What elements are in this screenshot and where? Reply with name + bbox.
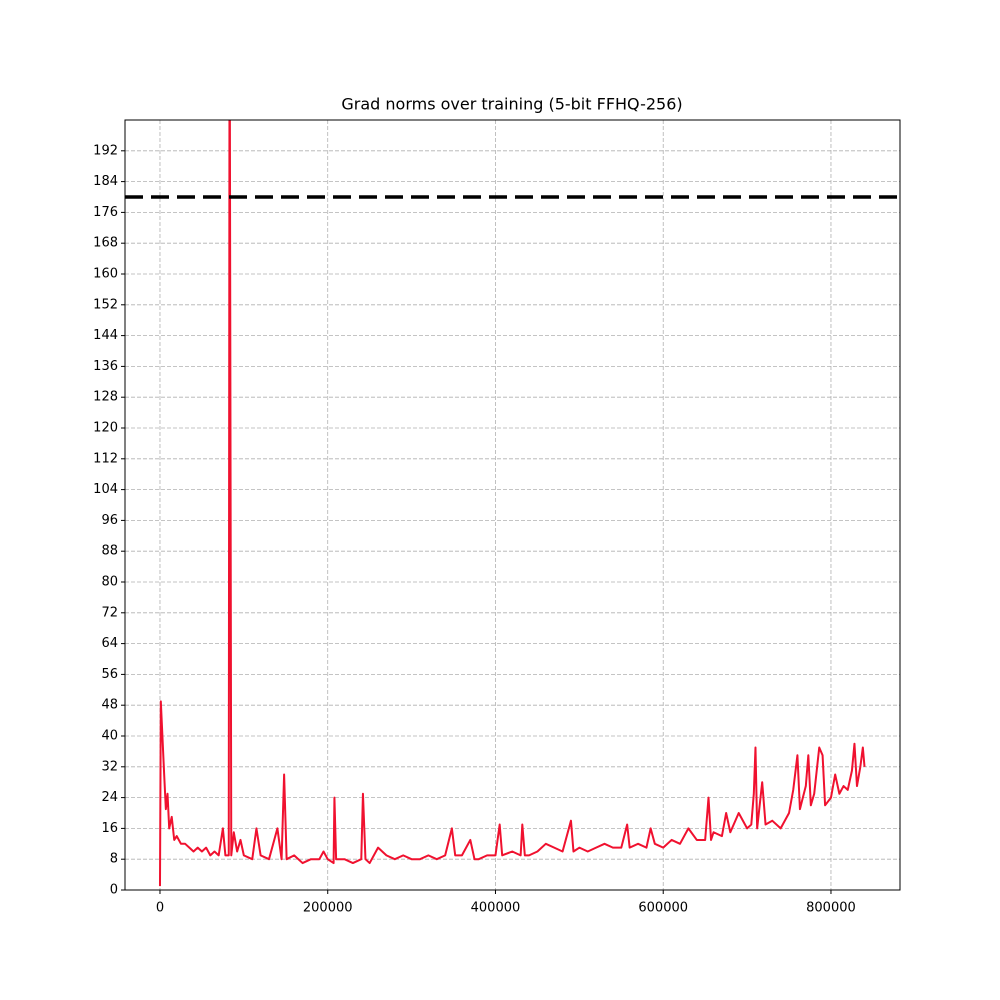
y-tick-label: 32	[101, 759, 118, 774]
y-tick-label: 136	[93, 359, 118, 374]
y-tick-label: 72	[101, 605, 118, 620]
x-tick-label: 400000	[471, 901, 521, 916]
y-tick-label: 168	[93, 236, 118, 251]
y-tick-label: 88	[101, 544, 118, 559]
y-tick-label: 112	[93, 451, 118, 466]
y-tick-label: 24	[101, 790, 118, 805]
y-tick-label: 8	[110, 852, 118, 867]
plot-area	[125, 120, 900, 887]
data-line	[158, 120, 866, 887]
y-tick-label: 176	[93, 205, 118, 220]
y-tick-label: 48	[101, 698, 118, 713]
chart-title: Grad norms over training (5-bit FFHQ-256…	[341, 95, 682, 114]
y-tick-label: 184	[93, 174, 118, 189]
y-tick-label: 64	[101, 636, 118, 651]
y-tick-label: 128	[93, 390, 118, 405]
y-tick-label: 120	[93, 421, 118, 436]
y-tick-label: 40	[101, 729, 118, 744]
x-tick-label: 0	[156, 901, 164, 916]
y-tick-label: 152	[93, 297, 118, 312]
x-tick-label: 800000	[806, 901, 856, 916]
y-tick-label: 56	[101, 667, 118, 682]
x-tick-label: 200000	[303, 901, 353, 916]
y-tick-label: 104	[93, 482, 118, 497]
axes-frame	[124, 119, 901, 891]
y-tick-label: 192	[93, 143, 118, 158]
y-tick-label: 80	[101, 575, 118, 590]
y-tick-label: 16	[101, 821, 118, 836]
y-tick-label: 160	[93, 267, 118, 282]
y-tick-label: 0	[110, 883, 118, 898]
y-tick-label: 96	[101, 513, 118, 528]
x-tick-label: 600000	[638, 901, 688, 916]
y-tick-label: 144	[93, 328, 118, 343]
